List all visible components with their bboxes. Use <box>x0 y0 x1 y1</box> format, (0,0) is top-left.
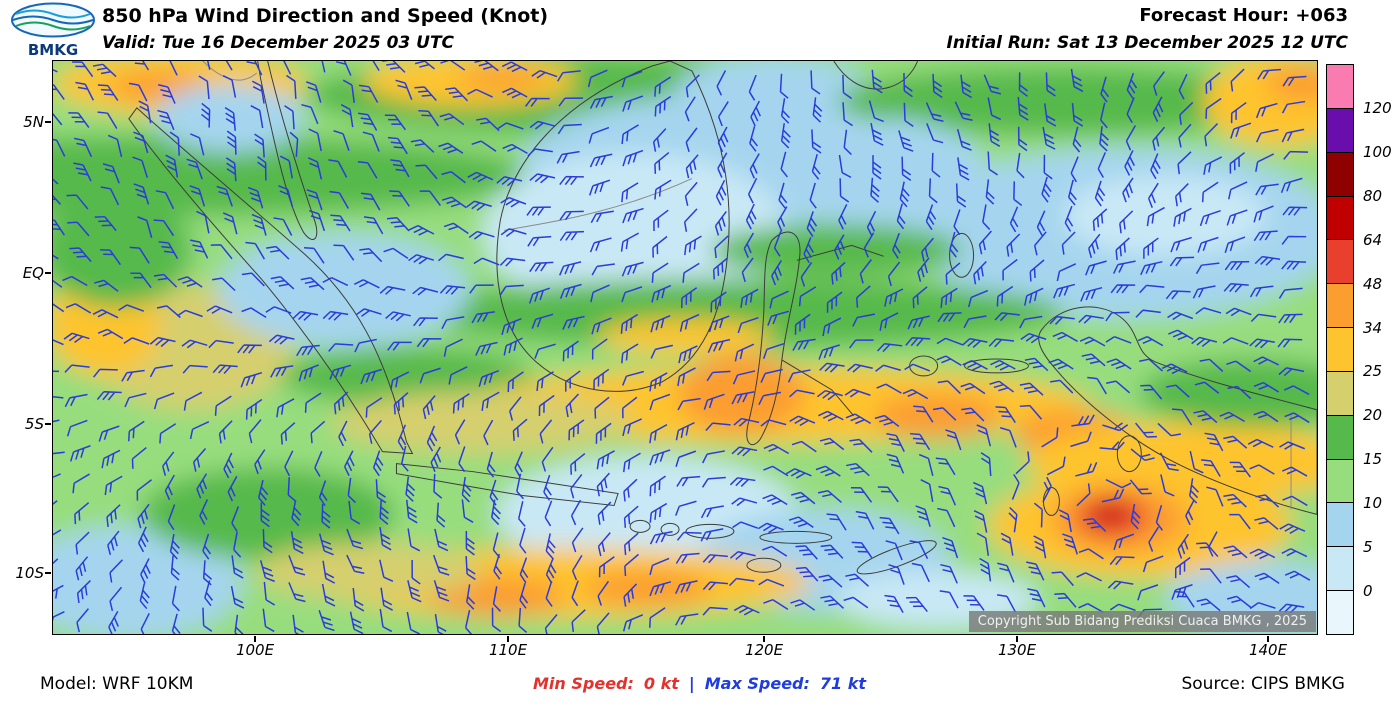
x-axis-label: 100E <box>235 641 275 659</box>
legend-segment <box>1327 239 1353 284</box>
legend-tick-label: 10 <box>1363 494 1383 513</box>
legend-segment <box>1327 590 1353 634</box>
legend-tick-label: 15 <box>1363 450 1383 469</box>
legend-tick-label: 20 <box>1363 406 1383 425</box>
legend-tick-label: 120 <box>1363 98 1392 117</box>
speed-summary: Min Speed: 0 kt | Max Speed: 71 kt <box>533 674 866 693</box>
legend-segment <box>1327 283 1353 328</box>
page-title: 850 hPa Wind Direction and Speed (Knot) <box>102 5 549 27</box>
max-speed-value: 71 kt <box>819 674 867 693</box>
x-axis-label: 130E <box>997 641 1037 659</box>
legend-tick-label: 0 <box>1363 582 1373 601</box>
x-axis-label: 110E <box>488 641 528 659</box>
max-speed-label: Max Speed: <box>704 674 810 693</box>
valid-time-label: Valid: Tue 16 December 2025 03 UTC <box>102 33 455 53</box>
copyright-overlay: Copyright Sub Bidang Prediksi Cuaca BMKG… <box>968 611 1316 632</box>
wind-map: Copyright Sub Bidang Prediksi Cuaca BMKG… <box>52 60 1318 635</box>
x-axis-tick <box>1267 636 1269 642</box>
legend-tick-label: 5 <box>1363 538 1373 557</box>
legend-segment <box>1327 414 1353 459</box>
legend-tick-label: 34 <box>1363 318 1383 337</box>
y-axis-tick <box>45 423 51 425</box>
y-axis-tick <box>45 272 51 274</box>
legend-tick-label: 25 <box>1363 362 1383 381</box>
legend-segment <box>1327 502 1353 547</box>
y-axis-label: EQ <box>22 264 44 282</box>
y-axis-tick <box>45 121 51 123</box>
bmkg-logo-text: BMKG <box>28 41 78 59</box>
legend-segment <box>1327 107 1353 152</box>
speed-colorbar <box>1326 64 1354 635</box>
wind-barbs <box>53 61 1311 634</box>
source-label: Source: CIPS BMKG <box>1181 674 1345 694</box>
x-axis-tick <box>763 636 765 642</box>
legend-segment <box>1327 370 1353 415</box>
x-axis-tick <box>254 636 256 642</box>
legend-segment <box>1327 65 1353 108</box>
x-axis-label: 120E <box>744 641 784 659</box>
min-speed-value: 0 kt <box>643 674 679 693</box>
legend-tick-label: 80 <box>1363 186 1383 205</box>
x-axis-label: 140E <box>1248 641 1288 659</box>
x-axis-tick <box>1016 636 1018 642</box>
speed-separator: | <box>688 674 695 693</box>
y-axis-tick <box>45 572 51 574</box>
initial-run-label: Initial Run: Sat 13 December 2025 12 UTC <box>946 33 1349 53</box>
forecast-hour-label: Forecast Hour: +063 <box>1139 5 1348 26</box>
coastlines <box>128 61 1317 575</box>
legend-segment <box>1327 151 1353 196</box>
legend-segment <box>1327 195 1353 240</box>
legend-tick-label: 48 <box>1363 274 1383 293</box>
y-axis-label: 10S <box>15 564 44 582</box>
legend-tick-label: 100 <box>1363 142 1392 161</box>
bmkg-logo: BMKG <box>8 2 98 60</box>
x-axis-tick <box>507 636 509 642</box>
y-axis-label: 5N <box>23 113 44 131</box>
legend-tick-label: 64 <box>1363 230 1383 249</box>
bmkg-logo-graphic: BMKG <box>11 2 95 59</box>
legend-segment <box>1327 458 1353 503</box>
wind-map-canvas <box>53 61 1317 634</box>
legend-segment <box>1327 327 1353 371</box>
legend-segment <box>1327 546 1353 591</box>
model-label: Model: WRF 10KM <box>40 674 194 694</box>
y-axis-label: 5S <box>24 415 44 433</box>
min-speed-label: Min Speed: <box>533 674 634 693</box>
